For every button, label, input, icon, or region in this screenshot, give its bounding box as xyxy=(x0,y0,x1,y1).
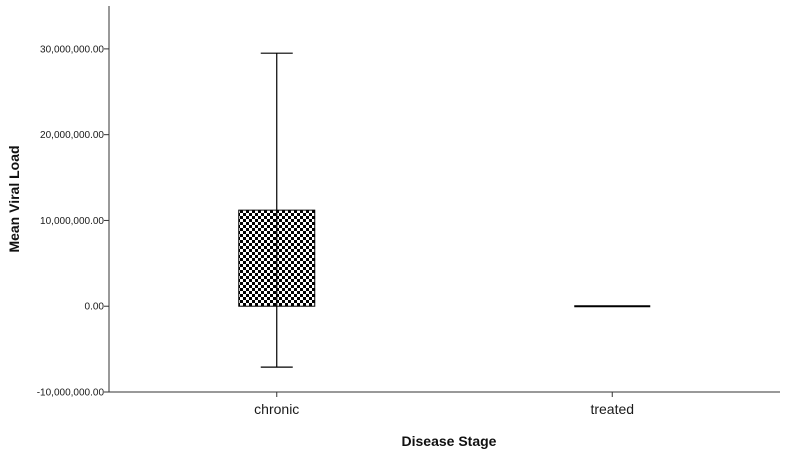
y-tick-label: 30,000,000.00 xyxy=(40,44,104,55)
x-tick-label: chronic xyxy=(254,401,299,417)
y-tick-label: -10,000,000.00 xyxy=(37,388,105,399)
y-tick-label: 0.00 xyxy=(85,302,105,313)
x-tick-label: treated xyxy=(590,401,634,417)
plot-area: -10,000,000.00 0.00 10,000,000.00 20,000,00… xyxy=(37,6,780,417)
x-axis-title: Disease Stage xyxy=(402,433,497,449)
y-tick-label: 10,000,000.00 xyxy=(40,216,104,227)
y-tick-label: 20,000,000.00 xyxy=(40,130,104,141)
y-axis-title: Mean Viral Load xyxy=(6,145,22,252)
